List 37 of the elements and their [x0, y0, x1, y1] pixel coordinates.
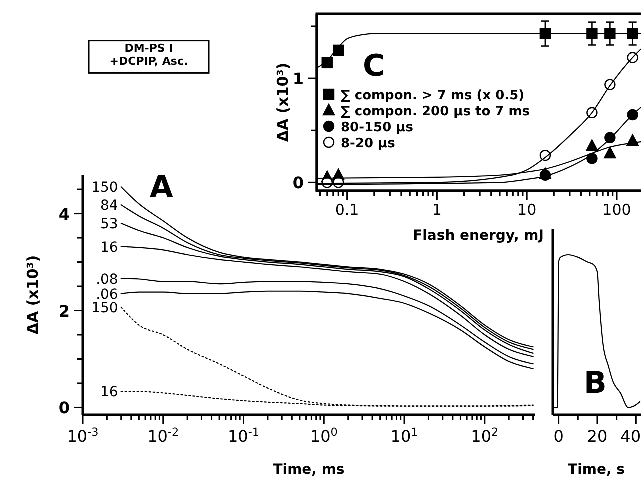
- annotation: A: [150, 170, 174, 205]
- y-tick-label: 2: [58, 302, 70, 321]
- text: DM-PS I +DCPIP, Asc.: [110, 42, 188, 68]
- series-label: .08: [96, 272, 118, 288]
- series-label: 53: [100, 216, 118, 232]
- x-axis-title: Flash energy, mJ: [413, 228, 544, 244]
- x-tick-label: 0.1: [335, 201, 360, 219]
- annotation: C: [363, 49, 386, 84]
- x-tick-label: 10$^{-1}$: [228, 426, 260, 446]
- x-tick-label: 1: [432, 201, 442, 219]
- x-tick-label: 10$^{-3}$: [67, 426, 99, 446]
- x-tick-label: 100: [602, 201, 632, 219]
- x-tick-label: 10$^{1}$: [390, 426, 418, 446]
- y-axis-title: ΔA (x10³): [274, 62, 292, 142]
- annotation: B: [584, 366, 607, 401]
- legend-label: 80-150 μs: [341, 120, 414, 136]
- x-axis-title: Time, s: [568, 462, 625, 478]
- y-tick-label: 4: [58, 204, 70, 224]
- legend-label: ∑ compon. > 7 ms (x 0.5): [341, 88, 525, 104]
- x-axis-title: Time, ms: [273, 462, 345, 478]
- x-tick-label: 10$^{-2}$: [148, 426, 180, 446]
- y-tick-label: 0: [58, 398, 70, 418]
- legend-label: 8-20 μs: [341, 136, 396, 152]
- x-tick-label: 0: [554, 427, 564, 446]
- series-label: 84: [100, 198, 118, 214]
- series-label: 150: [92, 180, 118, 196]
- legend-label: ∑ compon. 200 μs to 7 ms: [341, 104, 530, 120]
- x-tick-label: 20: [587, 427, 608, 446]
- series-label: 150: [92, 300, 118, 316]
- x-tick-label: 40: [620, 427, 641, 446]
- x-tick-label: 10: [518, 201, 537, 219]
- x-tick-label: 10$^{2}$: [471, 426, 499, 446]
- series-label: .06: [96, 286, 118, 303]
- x-tick-label: 10$^{0}$: [310, 426, 338, 446]
- series-label: 16: [100, 240, 118, 256]
- y-axis-title: ΔA (x10³): [24, 255, 42, 335]
- series-label: 16: [100, 384, 118, 401]
